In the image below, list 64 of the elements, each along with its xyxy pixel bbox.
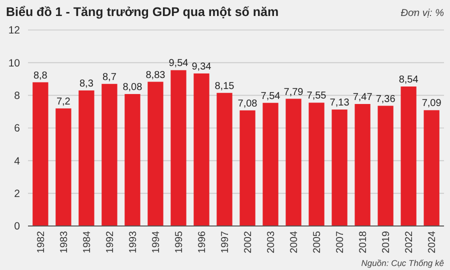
x-tick-label: 2002 — [243, 230, 254, 254]
y-tick-label: 8 — [14, 90, 20, 102]
x-tick-label: 1996 — [196, 230, 208, 254]
bar — [102, 84, 118, 226]
x-tick-label: 2004 — [289, 230, 300, 254]
data-label: 8,7 — [102, 72, 117, 83]
data-label: 8,54 — [398, 74, 419, 86]
bar — [78, 90, 94, 226]
x-tick-label: 2024 — [427, 230, 438, 254]
y-tick-label: 2 — [14, 188, 20, 200]
x-tick-label: 1997 — [220, 230, 231, 254]
bar — [308, 102, 324, 226]
bar — [170, 70, 186, 226]
data-label: 7,55 — [306, 90, 327, 102]
x-tick-label: 2018 — [358, 230, 370, 254]
x-tick-label: 2003 — [266, 230, 278, 254]
data-label: 7,47 — [352, 92, 373, 103]
x-tick-label: 2007 — [335, 230, 346, 254]
bar — [194, 73, 210, 226]
data-label: 7,09 — [422, 98, 442, 110]
data-label: 8,3 — [79, 78, 94, 90]
chart-title: Biểu đồ 1 - Tăng trưởng GDP qua một số năm — [6, 5, 279, 19]
data-label: 7,54 — [260, 90, 281, 102]
x-tick-label: 1994 — [150, 230, 162, 254]
data-label: 8,08 — [122, 82, 143, 94]
x-tick-label: 1995 — [174, 230, 185, 254]
y-tick-label: 6 — [14, 122, 20, 135]
data-label: 8,83 — [146, 70, 166, 81]
bar — [56, 108, 72, 226]
bar — [378, 106, 394, 226]
data-label: 7,08 — [238, 98, 258, 110]
bar — [354, 104, 370, 226]
y-tick-label: 0 — [14, 220, 20, 233]
x-tick-label: 1982 — [36, 230, 47, 254]
bar — [240, 110, 256, 226]
data-label: 9,54 — [168, 58, 189, 70]
x-tick-label: 1984 — [82, 230, 93, 254]
x-tick-label: 2019 — [381, 230, 392, 254]
text: Nguồn: Cục Thống kê — [361, 258, 444, 268]
bar — [216, 92, 232, 226]
y-tick-label: 10 — [8, 57, 20, 70]
bar — [262, 102, 278, 226]
bar — [124, 94, 140, 226]
x-tick-label: 1983 — [58, 230, 70, 254]
data-label: 7,79 — [284, 86, 304, 98]
data-label: 7,36 — [376, 94, 396, 105]
chart-subtitle: Đơn vị: % — [400, 8, 444, 19]
bar — [400, 86, 416, 226]
bar — [32, 82, 48, 226]
data-label: 8,15 — [214, 80, 235, 92]
y-tick-label: 4 — [14, 155, 20, 168]
data-label: 7,13 — [330, 98, 350, 109]
bar — [332, 110, 348, 226]
bar — [148, 82, 164, 226]
y-tick-label: 12 — [8, 24, 20, 37]
bar — [424, 110, 440, 226]
data-label: 9,34 — [192, 61, 212, 72]
x-tick-label: 1992 — [104, 230, 116, 254]
data-label: 7,2 — [56, 96, 71, 108]
data-label: 8,8 — [33, 70, 48, 82]
x-tick-label: 2022 — [404, 230, 416, 254]
bar — [286, 98, 302, 226]
x-tick-label: 1993 — [128, 230, 139, 254]
x-tick-label: 2005 — [312, 230, 324, 254]
